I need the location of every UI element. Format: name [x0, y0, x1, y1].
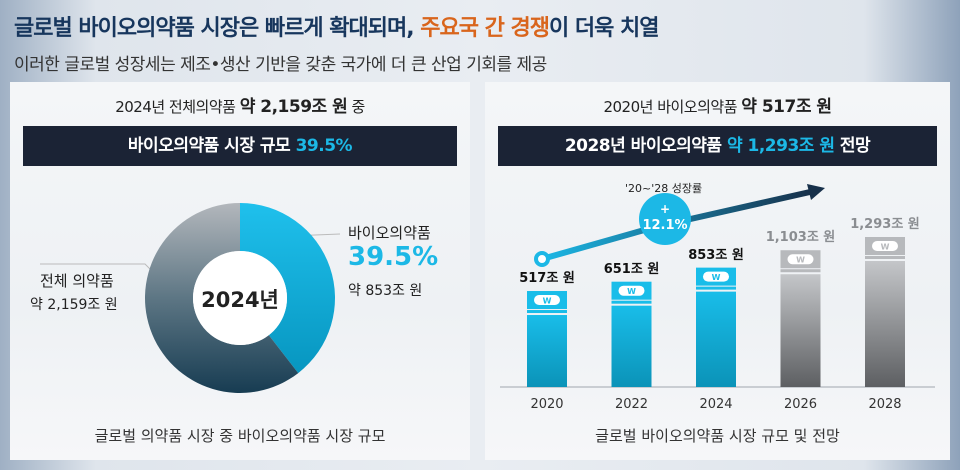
bar-2020: W	[527, 291, 567, 387]
won-bill-icon	[872, 241, 898, 252]
bar-2022: W	[611, 281, 652, 387]
banner-pct: 39.5%	[295, 136, 353, 156]
arrow-head-icon	[807, 184, 825, 200]
svg-text:W: W	[796, 256, 805, 265]
x-tick-label: 2022	[614, 397, 649, 412]
bar-chart: W W W W W	[500, 184, 935, 388]
svg-text:W: W	[881, 243, 890, 252]
total-label: 전체 의약품	[40, 272, 114, 290]
won-bill-icon	[787, 254, 814, 265]
title-text: 글로벌 바이오의약품 시장은 빠르게 확대되며,	[14, 16, 421, 41]
won-bill-icon	[703, 271, 729, 282]
donut-panel: 2024년 전체의약품 약 2,159조 원 중 바이오의약품 시장 규모 39…	[10, 82, 470, 460]
bio-label: 바이오의약품	[348, 224, 431, 242]
bar-value-label: 1,103조 원	[765, 230, 836, 246]
bio-pct: 39.5%	[348, 242, 439, 272]
donut-hole	[193, 251, 287, 345]
x-tick-label: 2026	[783, 397, 818, 412]
total-value: 약 2,159조 원	[30, 297, 118, 313]
donut-caption: 글로벌 의약품 시장 중 바이오의약품 시장 규모	[94, 427, 386, 445]
heading-bold: 약 517조 원	[741, 97, 832, 117]
bar-2028: W	[865, 237, 905, 387]
svg-text:W: W	[627, 287, 636, 296]
page-title: 글로벌 바이오의약품 시장은 빠르게 확대되며, 주요국 간 경쟁이 더욱 치열	[14, 10, 660, 42]
won-bill-icon	[534, 295, 560, 306]
heading-bold: 약 2,159조 원	[239, 97, 348, 117]
panel-banner: 2028년 바이오의약품 약 1,293조 원 전망	[498, 126, 937, 166]
banner-highlight: 약 1,293조 원	[726, 136, 835, 156]
banner-text: 바이오의약품 시장 규모	[127, 136, 296, 156]
x-tick-label: 2024	[699, 397, 733, 412]
heading-text: 2020년 바이오의약품	[603, 98, 742, 116]
title-text-end: 이 더욱 치열	[548, 16, 660, 41]
bar-caption: 글로벌 바이오의약품 시장 규모 및 전망	[595, 427, 840, 445]
heading-text: 2024년 전체의약품	[115, 98, 240, 116]
x-tick-label: 2028	[868, 397, 902, 412]
banner-text: 2028년 바이오의약품	[564, 136, 727, 156]
svg-text:W: W	[712, 273, 721, 282]
title-highlight: 주요국 간 경쟁	[420, 16, 550, 41]
growth-badge	[639, 193, 691, 245]
donut-chart	[40, 203, 341, 393]
panel-heading: 2024년 전체의약품 약 2,159조 원 중	[10, 92, 470, 117]
arrow-start-dot	[534, 251, 550, 267]
donut-slice	[145, 203, 299, 393]
growth-label: '20~'28 성장률	[625, 182, 703, 195]
growth-value: 12.1%	[642, 218, 688, 233]
page-subtitle: 이러한 글로벌 성장세는 제조•생산 기반을 갖춘 국가에 더 큰 산업 기회를…	[14, 55, 547, 75]
bar-value-label: 651조 원	[603, 261, 660, 277]
bar-panel: 2020년 바이오의약품 약 517조 원 2028년 바이오의약품 약 1,2…	[485, 82, 950, 460]
panel-heading: 2020년 바이오의약품 약 517조 원	[485, 92, 950, 117]
bar-value-label: 1,293조 원	[850, 217, 920, 232]
heading-suffix: 중	[347, 98, 366, 116]
bar-2026: W	[780, 250, 821, 387]
bar-2024: W	[696, 267, 736, 387]
banner-suffix: 전망	[834, 136, 871, 156]
bar-value-label: 853조 원	[688, 247, 744, 263]
x-tick-label: 2020	[530, 397, 564, 412]
growth-sign: +	[659, 202, 671, 216]
bar-value-label: 517조 원	[519, 271, 575, 287]
donut-center-label: 2024년	[201, 288, 279, 312]
bio-value: 약 853조 원	[348, 283, 423, 299]
donut-slice	[240, 203, 335, 374]
svg-text:W: W	[543, 297, 552, 306]
panel-banner: 바이오의약품 시장 규모 39.5%	[23, 126, 457, 166]
won-bill-icon	[618, 285, 645, 296]
